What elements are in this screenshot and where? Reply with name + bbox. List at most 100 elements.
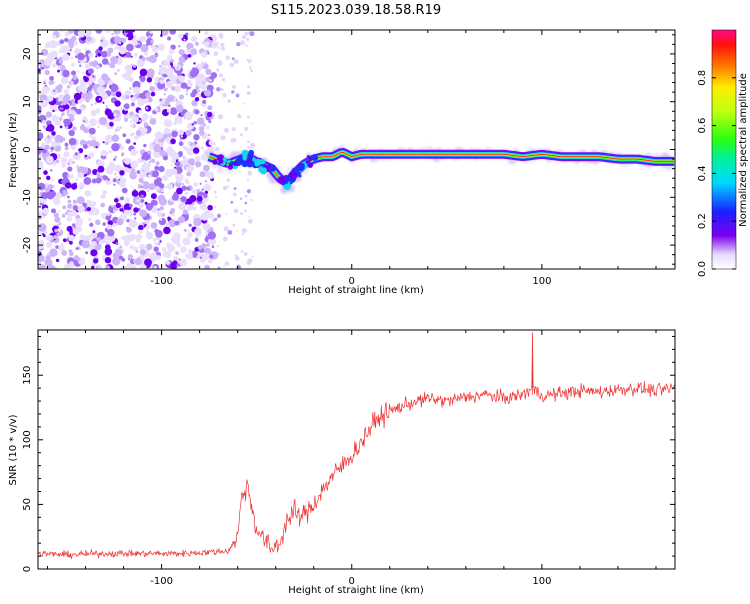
speckle-dot [178,56,185,63]
speckle-dot [220,42,225,48]
speckle-dot [157,208,160,211]
speckle-dot [184,238,189,243]
speckle-dot [183,38,186,41]
speckle-dot [206,111,213,118]
speckle-dot [215,195,218,198]
speckle-dot [150,222,158,229]
speckle-dot [130,264,133,267]
speckle-dot [76,196,85,205]
speckle-dot [80,106,86,111]
colorbar-label: Normalized spectral amplitude [738,73,749,227]
speckle-dot [61,137,66,142]
speckle-dot [86,200,96,209]
speckle-dot [85,63,91,69]
speckle-dot [131,190,139,197]
speckle-dot [45,111,52,118]
speckle-dot [126,219,130,223]
speckle-dot [154,131,163,140]
speckle-dot [66,225,73,232]
speckle-dot [68,30,74,34]
speckle-dot [192,144,196,148]
speckle-dot [87,68,94,75]
speckle-dot [249,59,252,62]
x-tick-label: -100 [150,576,173,587]
figure-title: S115.2023.039.18.58.R19 [271,3,441,18]
speckle-dot [57,69,60,73]
speckle-dot [246,91,251,96]
speckle-dot [88,83,91,87]
x-tick-label: 0 [349,576,355,587]
speckle-dot [105,178,112,185]
speckle-dot [183,188,186,191]
speckle-dot [181,182,185,186]
speckle-dot [250,142,255,148]
speckle-dot [176,66,179,69]
speckle-dot [102,175,107,179]
speckle-dot [82,202,87,207]
speckle-dot [133,212,137,216]
speckle-dot [113,118,117,122]
speckle-dot [167,54,173,61]
speckle-dot [113,47,117,50]
speckle-dot [115,91,122,98]
speckle-dot [207,133,211,137]
speckle-dot [158,66,167,75]
speckle-dot [150,39,154,44]
speckle-dot [46,241,53,249]
speckle-dot [53,197,61,205]
speckle-dot [250,198,253,201]
speckle-dot [234,254,238,257]
speckle-dot [132,116,139,123]
speckle-dot [56,224,59,227]
speckle-dot [231,57,235,61]
speckle-dot [244,194,248,198]
speckle-dot [75,247,79,251]
speckle-dot [86,36,92,42]
speckle-dot [41,142,46,147]
ridge-blob [218,158,224,164]
speckle-dot [50,169,53,172]
speckle-dot [85,234,92,241]
speckle-dot [38,176,42,182]
speckle-dot [66,209,70,212]
speckle-dot [95,177,102,184]
ridge-blob [227,159,231,163]
speckle-dot [153,266,158,269]
speckle-dot [246,37,250,42]
speckle-dot [88,217,92,222]
snr-ticks: -100 0 100 0 50 100 150 [22,330,675,587]
speckle-dot [114,198,119,203]
y-tick-label: 0 [22,566,33,572]
speckle-dot [151,206,158,214]
speckle-dot [147,96,152,102]
speckle-dot [101,73,109,81]
speckle-dot [232,192,237,197]
speckle-dot [125,51,132,58]
x-tick-label: -100 [150,276,173,287]
speckle-dot [239,133,243,137]
speckle-dot [192,206,197,211]
speckle-dot [58,244,65,251]
speckle-dot [96,160,105,169]
speckle-dot [139,249,146,256]
x-tick-label: 0 [349,276,355,287]
speckle-dot [113,183,116,186]
speckle-dot [186,81,193,88]
speckle-dot [57,227,62,232]
speckle-dot [145,106,149,110]
speckle-dot [145,219,151,225]
speckle-dot [171,86,176,91]
speckle-dot [178,45,181,48]
speckle-dot [223,264,226,267]
speckle-dot [44,78,47,82]
speckle-dot [236,59,239,62]
speckle-dot [188,248,192,252]
speckle-dot [38,147,42,155]
speckle-dot [87,86,92,92]
speckle-dot [240,197,243,200]
speckle-dot [126,263,132,268]
speckle-dot [125,43,134,52]
speckle-dot [105,134,114,143]
speckle-dot [70,56,74,60]
speckle-dot [121,152,125,156]
